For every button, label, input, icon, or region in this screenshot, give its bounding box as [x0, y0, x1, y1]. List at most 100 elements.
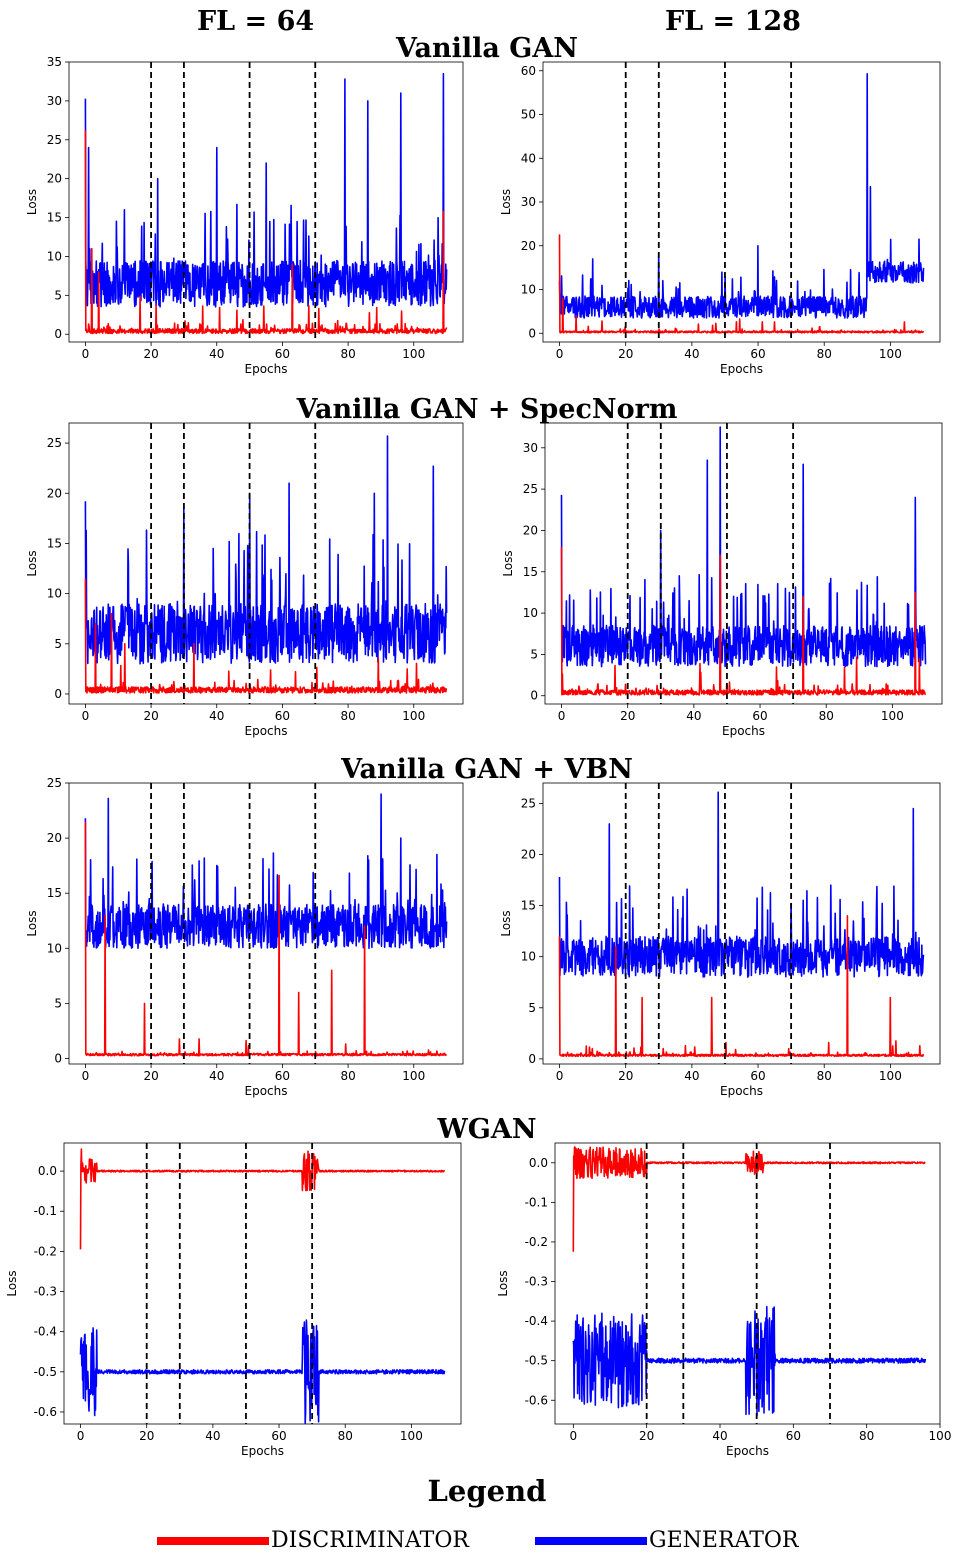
x-tick-label: 100 [929, 1429, 952, 1443]
legend-discriminator: DISCRIMINATOR [157, 1528, 469, 1553]
x-tick-label: 0 [82, 1069, 90, 1083]
x-tick-label: 60 [271, 1429, 286, 1443]
x-tick-label: 20 [618, 1069, 633, 1083]
y-tick-label: 0.0 [38, 1164, 57, 1178]
y-tick-label: 0 [54, 687, 62, 701]
series-generator-line [84, 72, 448, 308]
y-tick-label: 20 [523, 523, 538, 537]
y-tick-label: 10 [47, 941, 62, 955]
y-tick-label: 35 [47, 55, 62, 69]
y-tick-label: 25 [523, 482, 538, 496]
plot-frame [544, 422, 943, 705]
y-axis-label: Loss [25, 189, 39, 215]
y-tick-label: 15 [47, 886, 62, 900]
row-title-vanilla-gan: Vanilla GAN [396, 33, 578, 64]
series-discriminator-line [560, 546, 927, 696]
x-tick-label: 40 [686, 709, 701, 723]
x-tick-label: 100 [402, 347, 425, 361]
y-tick-label: 15 [47, 211, 62, 225]
y-tick-label: 20 [47, 172, 62, 186]
x-axis-label: Epochs [722, 724, 765, 738]
x-tick-label: 40 [209, 709, 224, 723]
legend-title: Legend [427, 1474, 547, 1508]
x-tick-label: 0 [77, 1429, 85, 1443]
plot-frame [554, 1142, 941, 1425]
y-tick-label: 5 [54, 637, 62, 651]
plot-frame [68, 61, 464, 343]
y-tick-label: 25 [47, 436, 62, 450]
x-axis-label: Epochs [245, 362, 288, 376]
y-axis-label: Loss [501, 550, 515, 576]
y-tick-label: 0 [54, 327, 62, 341]
x-tick-label: 40 [684, 1069, 699, 1083]
x-tick-label: 60 [275, 1069, 290, 1083]
series-discriminator-line [84, 821, 447, 1057]
y-tick-label: -0.5 [525, 1354, 548, 1368]
legend-generator: GENERATOR [535, 1528, 798, 1553]
row-title-vbn: Vanilla GAN + VBN [341, 754, 633, 785]
chart-wgan-fl64: 0 20 40 60 80 100 0.0 -0.1 -0.2 -0.3 -0.4 -0.5 -0.6 E… [5, 1142, 462, 1458]
y-tick-label: 0.0 [529, 1156, 548, 1170]
y-tick-label: -0.3 [34, 1285, 57, 1299]
series-discriminator-line [79, 1148, 446, 1250]
x-tick-label: 100 [879, 347, 902, 361]
series-generator-line [84, 435, 448, 665]
x-tick-label: 60 [275, 347, 290, 361]
y-tick-label: 5 [530, 647, 538, 661]
x-tick-label: 40 [209, 1069, 224, 1083]
y-tick-label: 10 [523, 606, 538, 620]
series-discriminator-line [84, 130, 448, 335]
row-title-specnorm: Vanilla GAN + SpecNorm [296, 394, 678, 425]
legend-discriminator-swatch [157, 1536, 269, 1545]
x-tick-label: 40 [209, 347, 224, 361]
y-tick-label: 20 [47, 831, 62, 845]
y-tick-label: 10 [47, 249, 62, 263]
y-tick-label: 40 [521, 151, 536, 165]
x-tick-label: 0 [82, 709, 90, 723]
series-discriminator-line [558, 915, 925, 1058]
x-tick-label: 80 [340, 709, 355, 723]
row-title-wgan: WGAN [437, 1114, 537, 1145]
x-tick-label: 80 [817, 1069, 832, 1083]
x-axis-label: Epochs [720, 362, 763, 376]
y-tick-label: -0.1 [34, 1204, 57, 1218]
x-tick-label: 80 [340, 347, 355, 361]
x-tick-label: 20 [139, 1429, 154, 1443]
series-generator-line [558, 73, 925, 319]
y-axis-label: Loss [25, 910, 39, 936]
y-tick-label: 10 [521, 283, 536, 297]
x-tick-label: 60 [752, 709, 767, 723]
x-tick-label: 40 [205, 1429, 220, 1443]
chart-vanilla-gan-fl64: 0 20 40 60 80 100 0 5 10 15 20 25 30 35 Epochs Loss [25, 55, 464, 376]
chart-wgan-fl128: 0 20 40 60 80 100 0.0 -0.1 -0.2 -0.3 -0.4 -0.5 -0.6 E… [496, 1142, 951, 1458]
x-tick-label: 20 [143, 1069, 158, 1083]
y-tick-label: 20 [47, 486, 62, 500]
series-generator-line [558, 791, 925, 978]
y-tick-label: 15 [521, 899, 536, 913]
series-generator-line [572, 1305, 927, 1417]
legend-generator-swatch [535, 1536, 647, 1545]
y-tick-label: 30 [47, 94, 62, 108]
plot-frame [68, 422, 464, 705]
y-tick-label: -0.5 [34, 1365, 57, 1379]
chart-vbn-fl64: 0 20 40 60 80 100 0 5 10 15 20 25 Epochs Loss [25, 776, 464, 1098]
x-tick-label: 60 [275, 709, 290, 723]
series-discriminator-line [84, 578, 448, 694]
x-tick-label: 100 [879, 1069, 902, 1083]
series-discriminator-line [558, 234, 925, 334]
x-tick-label: 100 [400, 1429, 423, 1443]
y-axis-label: Loss [25, 550, 39, 576]
plot-frame [63, 1142, 462, 1425]
x-tick-label: 80 [817, 347, 832, 361]
y-tick-label: 5 [528, 1001, 536, 1015]
x-tick-label: 80 [819, 709, 834, 723]
legend-discriminator-label: DISCRIMINATOR [271, 1528, 469, 1553]
y-tick-label: -0.4 [34, 1325, 57, 1339]
y-tick-label: 25 [47, 133, 62, 147]
y-tick-label: -0.6 [525, 1393, 548, 1407]
y-tick-label: 5 [54, 288, 62, 302]
y-tick-label: 0 [530, 689, 538, 703]
x-tick-label: 60 [750, 347, 765, 361]
y-tick-label: -0.6 [34, 1405, 57, 1419]
